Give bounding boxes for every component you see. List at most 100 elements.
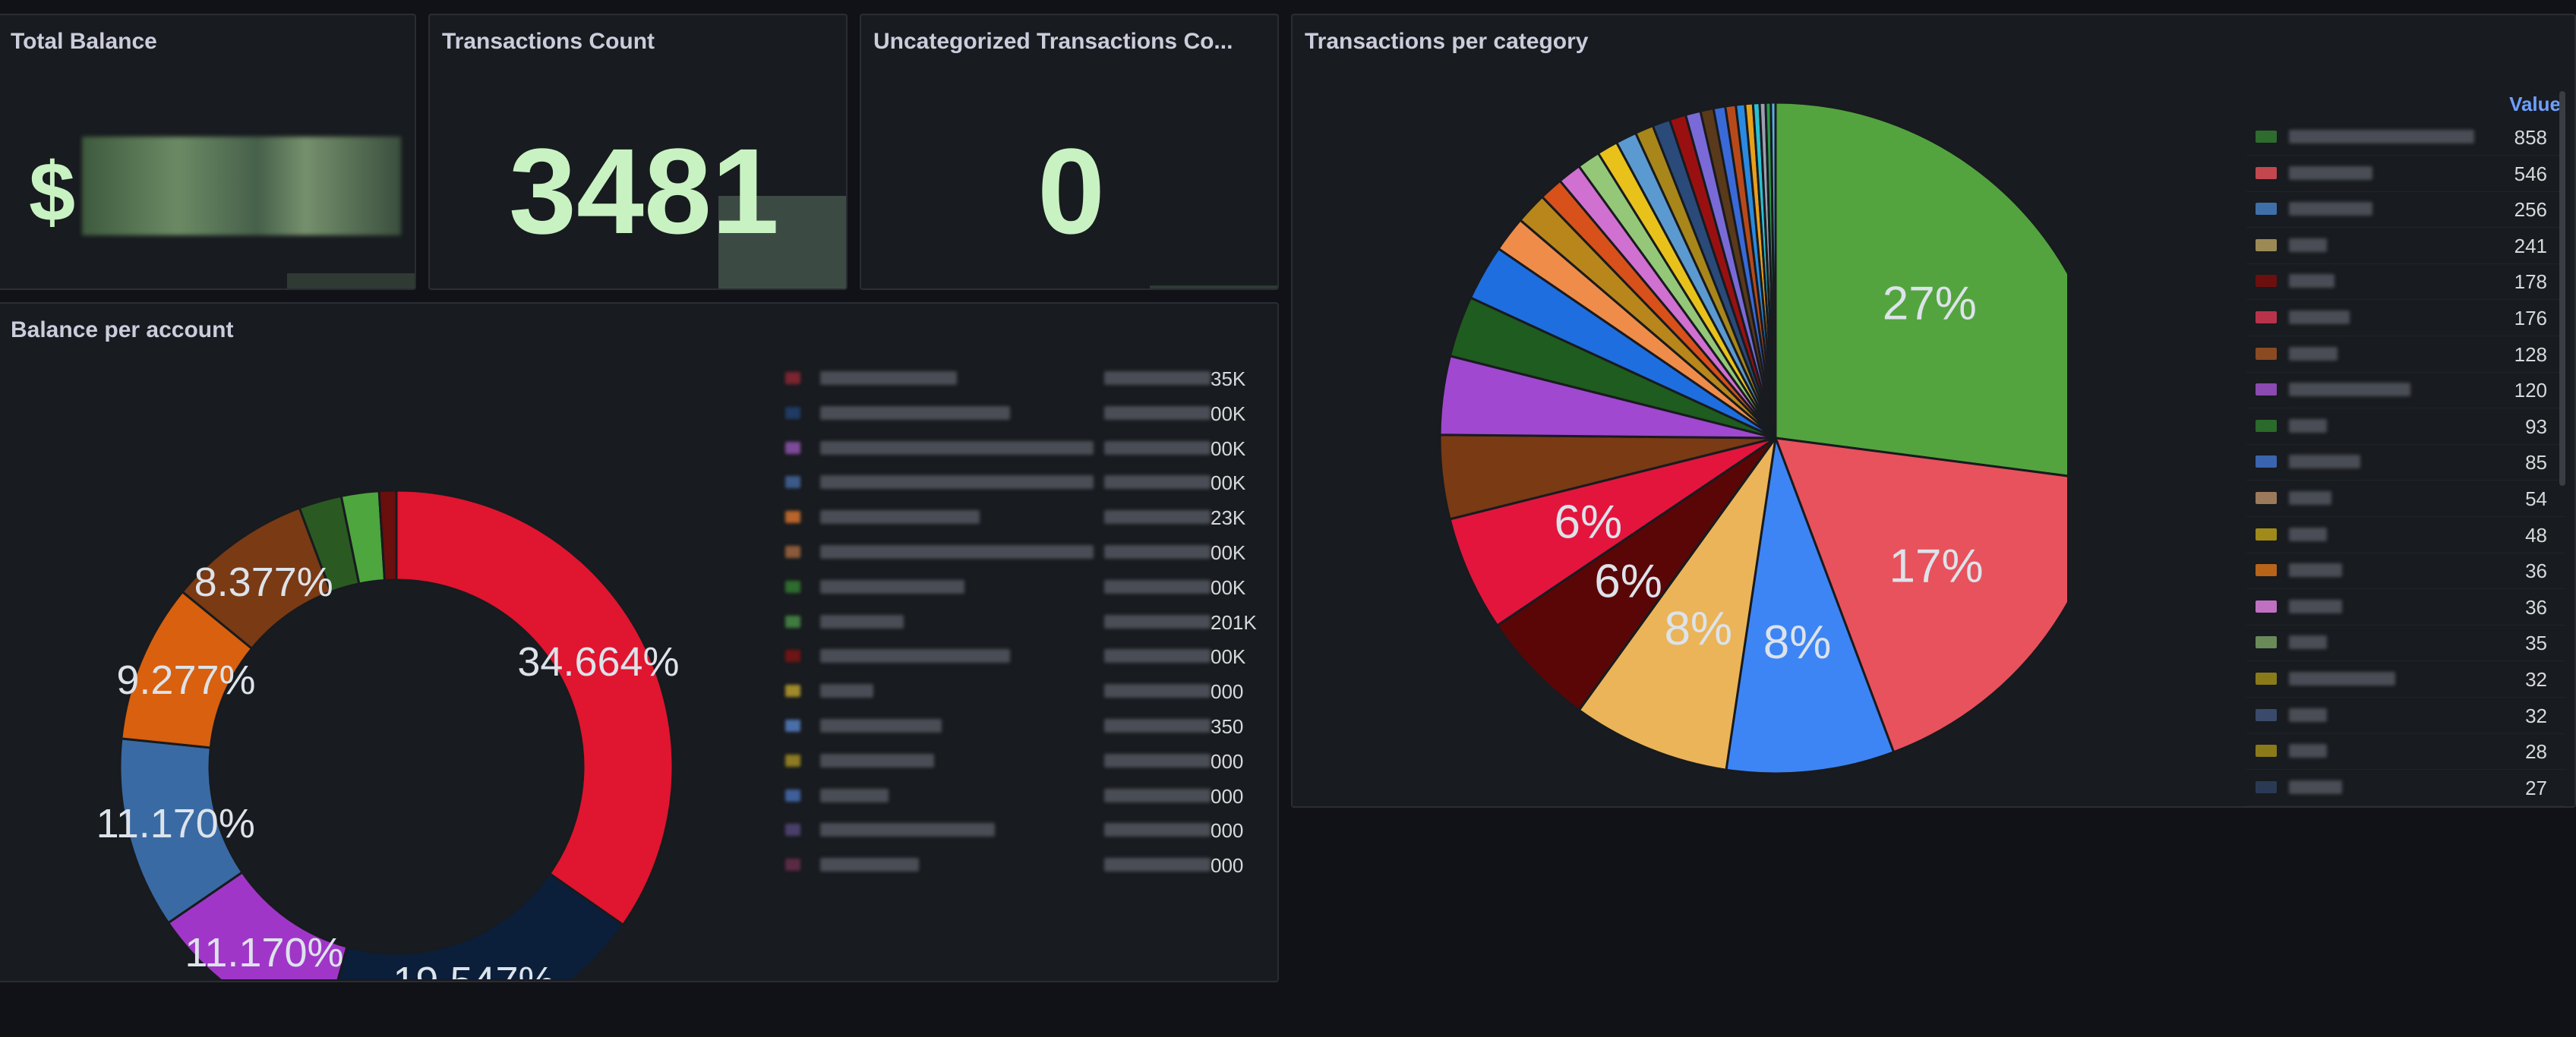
category-legend-item[interactable]: 32	[2246, 662, 2565, 698]
pie-slice-1[interactable]	[324, 872, 625, 979]
legend-swatch	[2256, 673, 2277, 685]
panel-title: Transactions per category	[1305, 29, 1589, 54]
account-legend-item[interactable]: 000	[785, 848, 1256, 883]
category-legend-item[interactable]: 546	[2246, 156, 2565, 192]
total-balance-panel[interactable]: Total Balance $	[0, 14, 416, 290]
account-legend-item[interactable]: 000	[785, 744, 1256, 779]
category-legend-item[interactable]: 36	[2246, 590, 2565, 626]
category-legend-item[interactable]: 93	[2246, 409, 2565, 445]
redacted-category-name	[2289, 418, 2327, 433]
legend-swatch	[785, 685, 800, 698]
legend-swatch	[785, 441, 800, 454]
legend-swatch	[2256, 528, 2277, 541]
redacted-account-value	[1104, 823, 1211, 837]
legend-swatch	[785, 754, 800, 767]
account-legend-item[interactable]: 00K	[785, 431, 1256, 466]
legend-value-header[interactable]: Value	[2509, 93, 2561, 115]
redacted-category-name	[2289, 383, 2410, 397]
currency-symbol: $	[29, 146, 76, 239]
account-value-suffix: 00K	[1211, 471, 1246, 495]
pie-slice-0[interactable]	[1774, 101, 2067, 481]
account-legend-item[interactable]: 00K	[785, 535, 1256, 570]
legend-swatch	[785, 406, 800, 419]
legend-scrollbar[interactable]	[2559, 91, 2565, 486]
category-legend-item[interactable]: 120	[2246, 373, 2565, 409]
pie-slice-3[interactable]	[1577, 437, 1777, 771]
account-legend-item[interactable]: 000	[785, 779, 1256, 814]
redacted-category-name	[2289, 238, 2327, 252]
category-legend-item[interactable]: 176	[2246, 301, 2565, 336]
pie-slice-29[interactable]	[1769, 101, 1777, 439]
category-legend-item[interactable]: 178	[2246, 264, 2565, 301]
category-count: 256	[2514, 198, 2547, 222]
redacted-account-name	[820, 440, 1094, 455]
redacted-account-value	[1104, 371, 1211, 385]
redacted-account-value	[1104, 545, 1211, 559]
redacted-account-name	[820, 788, 889, 802]
account-legend-item[interactable]: 000	[785, 813, 1256, 848]
account-legend-item[interactable]: 00K	[785, 570, 1256, 605]
pie-slice-1[interactable]	[1773, 437, 2067, 754]
category-legend-item[interactable]: 54	[2246, 481, 2565, 517]
category-legend-item[interactable]: 48	[2246, 518, 2565, 553]
category-legend-item[interactable]: 35	[2246, 626, 2565, 662]
legend-swatch	[2256, 275, 2277, 288]
category-count: 35	[2525, 632, 2547, 655]
pie-slice-8[interactable]	[377, 489, 398, 582]
slice-label-4: 6%	[1594, 556, 1662, 608]
account-value-suffix: 350	[1211, 715, 1244, 738]
legend-swatch	[2256, 131, 2277, 143]
legend-swatch	[2256, 166, 2277, 179]
redacted-account-value	[1104, 788, 1211, 802]
legend-swatch	[785, 476, 800, 489]
category-legend-item[interactable]: 85	[2246, 445, 2565, 481]
category-pie-chart: 27%17%8%8%6%6%	[1438, 101, 2067, 775]
account-value-suffix: 000	[1211, 819, 1244, 843]
redacted-account-name	[820, 510, 980, 525]
pie-slice-5[interactable]	[1448, 437, 1776, 628]
account-legend-item[interactable]: 00K	[785, 465, 1256, 500]
category-legend-item[interactable]: 28	[2246, 734, 2565, 771]
category-legend-item[interactable]: 241	[2246, 229, 2565, 264]
category-legend-item[interactable]: 36	[2246, 553, 2565, 590]
redacted-account-value	[1104, 858, 1211, 872]
account-legend-item[interactable]: 00K	[785, 639, 1256, 674]
account-legend-item[interactable]: 00K	[785, 396, 1256, 431]
category-count: 93	[2525, 414, 2547, 438]
pie-slice-2[interactable]	[1725, 433, 1896, 775]
account-legend-item[interactable]: 35K	[785, 361, 1256, 396]
pie-slice-4[interactable]	[1495, 437, 1777, 712]
category-legend-item[interactable]: 858	[2246, 120, 2565, 156]
category-legend-item[interactable]: 256	[2246, 192, 2565, 229]
account-legend-item[interactable]: 23K	[785, 500, 1256, 535]
balance-per-account-panel[interactable]: Balance per account 34.664% 19.547% 11.170…	[0, 302, 1279, 982]
category-count: 28	[2525, 740, 2547, 764]
account-legend-item[interactable]: 201K	[785, 605, 1257, 640]
transactions-count-panel[interactable]: Transactions Count 3481	[428, 14, 848, 290]
category-count: 858	[2514, 126, 2547, 149]
category-count: 48	[2525, 523, 2547, 547]
uncategorized-transactions-panel[interactable]: Uncategorized Transactions Co... 0	[860, 14, 1279, 290]
pie-slice-0[interactable]	[395, 489, 674, 927]
slice-label-1: 17%	[1889, 540, 1984, 592]
account-value-suffix: 00K	[1211, 541, 1246, 564]
redacted-category-name	[2289, 672, 2395, 686]
redacted-account-name	[820, 753, 934, 768]
account-value-suffix: 000	[1211, 784, 1244, 808]
category-legend-item[interactable]: 27	[2246, 771, 2565, 806]
category-legend-item[interactable]: 32	[2246, 698, 2565, 734]
transactions-per-category-panel[interactable]: Transactions per category 27% 17% 8% 8% 6% 6%…	[1291, 14, 2576, 808]
account-legend-item[interactable]: 350	[785, 709, 1256, 744]
account-legend-item[interactable]: 000	[785, 674, 1256, 709]
legend-swatch	[785, 859, 800, 872]
redacted-account-value	[1104, 684, 1211, 698]
category-count: 128	[2514, 342, 2547, 366]
redacted-account-name	[820, 684, 873, 698]
redacted-category-name	[2289, 274, 2334, 288]
transactions-count-value: 3481	[509, 123, 779, 259]
redacted-category-name	[2289, 635, 2327, 650]
account-donut-chart: 34.664% 19.547% 11.170% 11.170% 9.277% 8.377%	[96, 489, 680, 979]
category-legend-item[interactable]: 128	[2246, 337, 2565, 373]
redacted-account-name	[820, 719, 942, 733]
legend-swatch	[2256, 780, 2277, 793]
